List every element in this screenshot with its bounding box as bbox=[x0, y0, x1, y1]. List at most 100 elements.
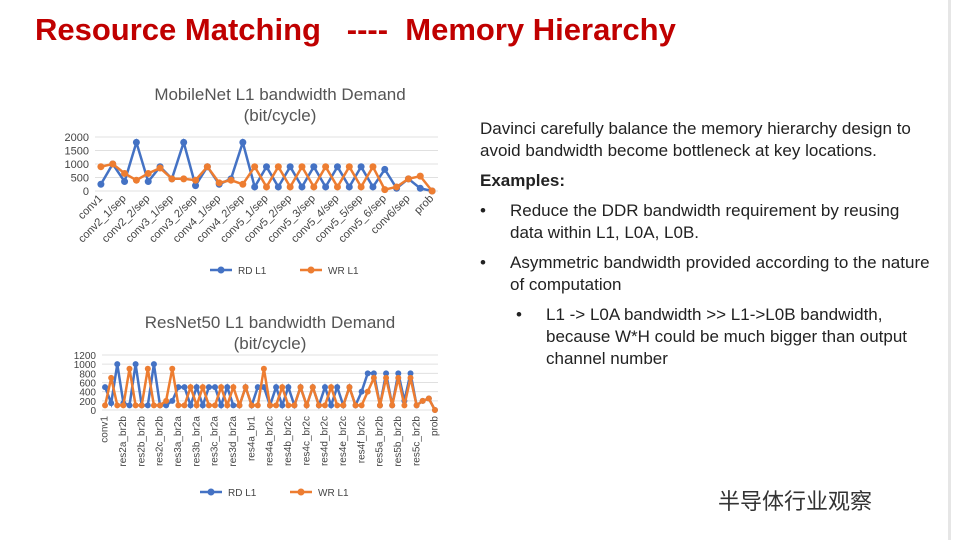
data-point bbox=[218, 402, 225, 409]
data-point bbox=[376, 402, 383, 409]
data-point bbox=[263, 163, 270, 171]
data-point bbox=[114, 402, 121, 409]
data-point bbox=[192, 176, 200, 184]
data-point bbox=[260, 384, 267, 391]
y-tick-label: 400 bbox=[79, 388, 96, 399]
x-tick-label: res4a_br1 bbox=[246, 416, 257, 461]
data-point bbox=[333, 183, 341, 191]
data-point bbox=[97, 163, 105, 171]
x-tick-label: res3b_br2a bbox=[191, 416, 202, 467]
data-point bbox=[407, 374, 414, 381]
data-point bbox=[263, 183, 270, 191]
data-point bbox=[132, 402, 139, 409]
bullet: Asymmetric bandwidth provided according … bbox=[480, 252, 930, 296]
y-tick-label: 200 bbox=[79, 397, 96, 408]
x-tick-label: res4b_br2c bbox=[283, 416, 294, 466]
data-point bbox=[322, 183, 330, 191]
y-tick-label: 1000 bbox=[74, 360, 97, 371]
data-point bbox=[227, 176, 235, 184]
chart-subtitle: (bit/cycle) bbox=[234, 334, 307, 353]
legend-label: WR L1 bbox=[318, 488, 349, 499]
data-point bbox=[254, 402, 261, 409]
legend-marker bbox=[207, 488, 215, 496]
chart-subtitle: (bit/cycle) bbox=[244, 106, 317, 125]
data-point bbox=[121, 169, 129, 177]
data-point bbox=[416, 172, 424, 180]
data-point bbox=[407, 370, 414, 377]
data-point bbox=[334, 402, 341, 409]
data-point bbox=[199, 384, 206, 391]
x-tick-label: res5c_br2b bbox=[411, 416, 422, 466]
x-tick-label: res5a_br2b bbox=[375, 416, 386, 467]
data-point bbox=[395, 374, 402, 381]
data-point bbox=[163, 402, 170, 409]
data-point bbox=[126, 365, 133, 372]
data-point bbox=[251, 163, 259, 171]
watermark: 半导体行业观察 bbox=[718, 490, 873, 515]
data-point bbox=[132, 361, 139, 368]
y-tick-label: 0 bbox=[83, 186, 89, 198]
legend-label: RD L1 bbox=[228, 488, 257, 499]
data-point bbox=[254, 384, 261, 391]
data-point bbox=[279, 384, 286, 391]
data-point bbox=[381, 186, 389, 194]
data-point bbox=[180, 175, 188, 183]
slide-title: Resource Matching ---- Memory Hierarchy bbox=[35, 12, 676, 47]
data-point bbox=[212, 384, 219, 391]
data-point bbox=[413, 402, 420, 409]
data-point bbox=[156, 164, 164, 172]
data-point bbox=[218, 384, 225, 391]
x-tick-label: res2b_br2b bbox=[136, 416, 147, 467]
x-tick-label: res2a_br2b bbox=[118, 416, 129, 467]
x-tick-label: res3d_br2a bbox=[228, 416, 239, 467]
data-point bbox=[205, 402, 212, 409]
data-point bbox=[404, 175, 412, 183]
data-point bbox=[169, 397, 176, 404]
data-point bbox=[298, 183, 306, 191]
data-point bbox=[297, 384, 304, 391]
data-point bbox=[108, 400, 115, 407]
x-tick-label: conv1 bbox=[100, 416, 111, 443]
legend-marker bbox=[297, 488, 305, 496]
y-tick-label: 2000 bbox=[65, 132, 89, 144]
x-tick-label: res4d_br2c bbox=[320, 416, 331, 466]
data-point bbox=[303, 402, 310, 409]
data-point bbox=[230, 384, 237, 391]
data-point bbox=[333, 163, 341, 171]
data-point bbox=[345, 183, 353, 191]
data-point bbox=[273, 384, 280, 391]
data-point bbox=[274, 163, 282, 171]
data-point bbox=[345, 163, 353, 171]
data-point bbox=[126, 402, 133, 409]
data-point bbox=[286, 163, 294, 171]
data-point bbox=[431, 407, 438, 413]
data-point bbox=[425, 395, 432, 402]
data-point bbox=[193, 384, 200, 391]
data-point bbox=[334, 384, 341, 391]
data-point bbox=[321, 402, 328, 409]
data-point bbox=[340, 402, 347, 409]
data-point bbox=[310, 163, 318, 171]
x-tick-label: res4a_br2c bbox=[265, 416, 276, 466]
data-point bbox=[364, 370, 371, 377]
y-tick-label: 0 bbox=[90, 406, 96, 417]
edge-line bbox=[948, 0, 951, 540]
data-point bbox=[310, 183, 318, 191]
y-tick-label: 1500 bbox=[65, 146, 89, 158]
data-point bbox=[97, 180, 105, 188]
data-point bbox=[352, 402, 359, 409]
data-point bbox=[163, 397, 170, 404]
data-point bbox=[315, 402, 322, 409]
legend-label: RD L1 bbox=[238, 266, 267, 277]
data-point bbox=[383, 374, 390, 381]
data-point bbox=[132, 176, 140, 184]
data-point bbox=[328, 384, 335, 391]
data-point bbox=[285, 402, 292, 409]
data-point bbox=[321, 384, 328, 391]
data-point bbox=[187, 384, 194, 391]
data-point bbox=[267, 402, 273, 409]
data-point bbox=[395, 370, 402, 377]
data-point bbox=[251, 183, 259, 191]
x-tick-label: res3a_br2a bbox=[173, 416, 184, 467]
